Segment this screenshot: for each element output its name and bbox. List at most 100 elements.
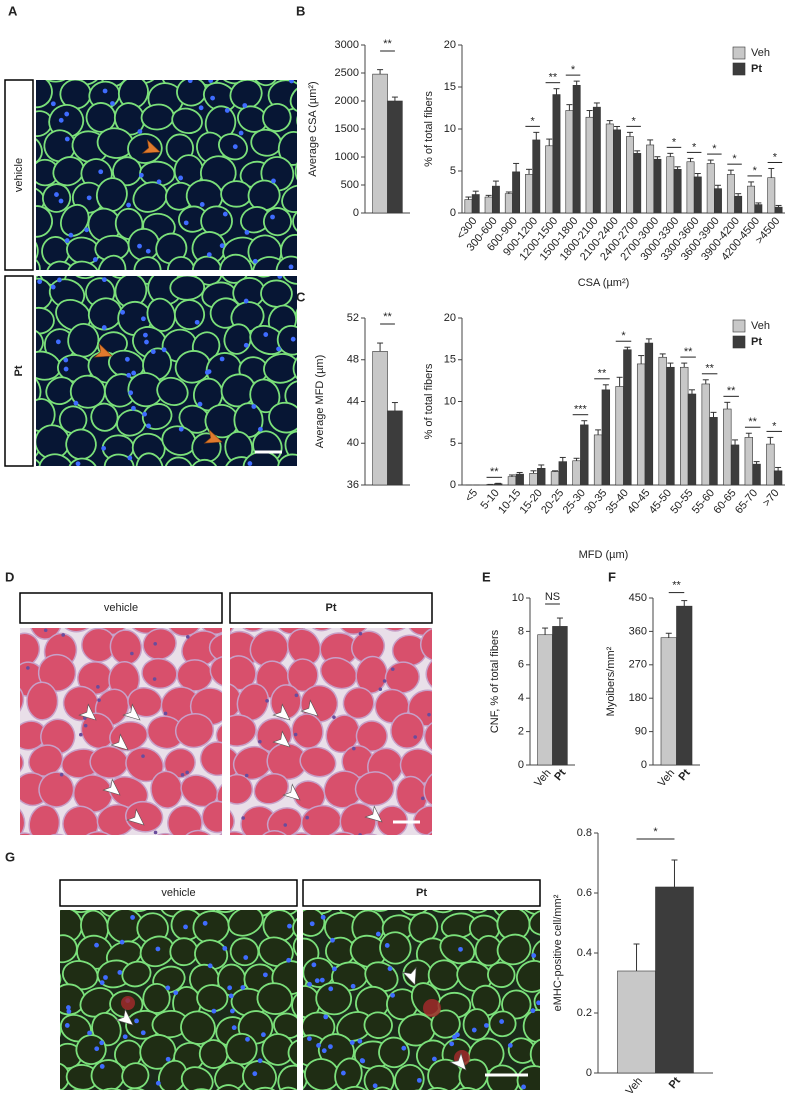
fiber (201, 800, 222, 834)
fiber (36, 234, 39, 267)
nucleus (64, 1023, 70, 1028)
nucleus (261, 1032, 266, 1038)
nucleus (378, 687, 383, 691)
nucleus (208, 80, 214, 83)
bar (532, 139, 541, 214)
y-tick-label: 0.2 (577, 1007, 592, 1019)
nucleus (58, 198, 64, 204)
y-tick-label: 48 (347, 354, 359, 366)
fiber (559, 1031, 599, 1071)
nucleus (357, 1038, 363, 1044)
bar (372, 351, 388, 486)
nucleus (290, 336, 296, 342)
nucleus (43, 628, 48, 633)
fiber (20, 683, 25, 720)
fiber (531, 937, 540, 969)
nucleus (352, 746, 356, 751)
bar (774, 206, 783, 214)
bar (372, 73, 388, 214)
nucleus (309, 921, 315, 927)
fiber (486, 1093, 513, 1103)
nucleus (521, 1084, 526, 1090)
y-tick-label: 360 (629, 625, 647, 637)
x-tick-label: 40-45 (625, 487, 652, 516)
nucleus (64, 238, 70, 243)
significance: * (621, 330, 626, 342)
bar (633, 153, 642, 214)
x-tick-label: Veh (624, 1075, 645, 1097)
fiber (517, 910, 540, 916)
nucleus (194, 319, 200, 325)
fiber (169, 937, 199, 967)
nucleus (401, 1045, 407, 1051)
nucleus (328, 986, 334, 992)
arrowhead (364, 805, 383, 823)
x-tick-label: 65-70 (733, 487, 760, 516)
image-label: Pt (326, 602, 337, 614)
fiber (451, 1087, 486, 1090)
nucleus (252, 258, 258, 264)
y-tick-label: 52 (347, 312, 359, 324)
bar (660, 637, 677, 766)
nucleus (131, 370, 137, 376)
nucleus (252, 1071, 258, 1077)
nucleus (73, 400, 79, 406)
significance: ** (748, 416, 757, 428)
micrograph (230, 628, 502, 869)
nucleus (83, 723, 88, 728)
fiber (287, 658, 319, 693)
nucleus (150, 349, 156, 355)
fiber (199, 741, 222, 777)
fiber (408, 911, 439, 944)
significance: * (631, 115, 636, 127)
nucleus (449, 1041, 455, 1047)
fiber (219, 253, 253, 270)
nucleus (359, 1058, 365, 1063)
fiber (277, 453, 297, 466)
fiber (458, 826, 502, 869)
fiber (351, 833, 389, 835)
nucleus (145, 248, 151, 254)
y-tick-label: 10 (444, 395, 456, 407)
fiber (180, 774, 219, 808)
bar (730, 444, 740, 486)
arrowhead (282, 783, 301, 801)
fiber (311, 455, 344, 488)
fiber (135, 452, 164, 466)
fiber (292, 913, 297, 941)
arrowhead (272, 730, 291, 748)
nucleus (262, 972, 268, 978)
nucleus (141, 754, 145, 758)
fiber (322, 277, 355, 308)
fiber (412, 805, 432, 835)
nucleus (471, 1027, 477, 1033)
y-tick-label: 44 (347, 395, 359, 407)
fiber (452, 766, 499, 809)
nucleus (350, 983, 356, 989)
fiber (529, 1038, 540, 1072)
nucleus (137, 243, 142, 249)
nucleus (64, 111, 70, 117)
nucleus (61, 633, 65, 637)
nucleus (178, 426, 184, 432)
nucleus (110, 101, 115, 106)
nucleus (499, 1019, 505, 1024)
fiber (20, 832, 41, 835)
nucleus (50, 101, 56, 107)
nucleus (211, 1008, 217, 1014)
y-tick-label: 20 (444, 39, 456, 51)
bar (545, 145, 554, 214)
fiber (247, 179, 281, 212)
legend-label: Veh (751, 320, 770, 332)
bar (766, 443, 775, 486)
nucleus (283, 823, 288, 827)
fiber (516, 1065, 540, 1090)
y-tick-label: 0.6 (577, 887, 592, 899)
nucleus (122, 1034, 128, 1040)
nucleus (358, 833, 362, 835)
bar (529, 473, 538, 486)
fiber (253, 773, 290, 805)
fiber (292, 206, 297, 237)
fiber (262, 207, 292, 237)
nucleus (63, 357, 69, 363)
